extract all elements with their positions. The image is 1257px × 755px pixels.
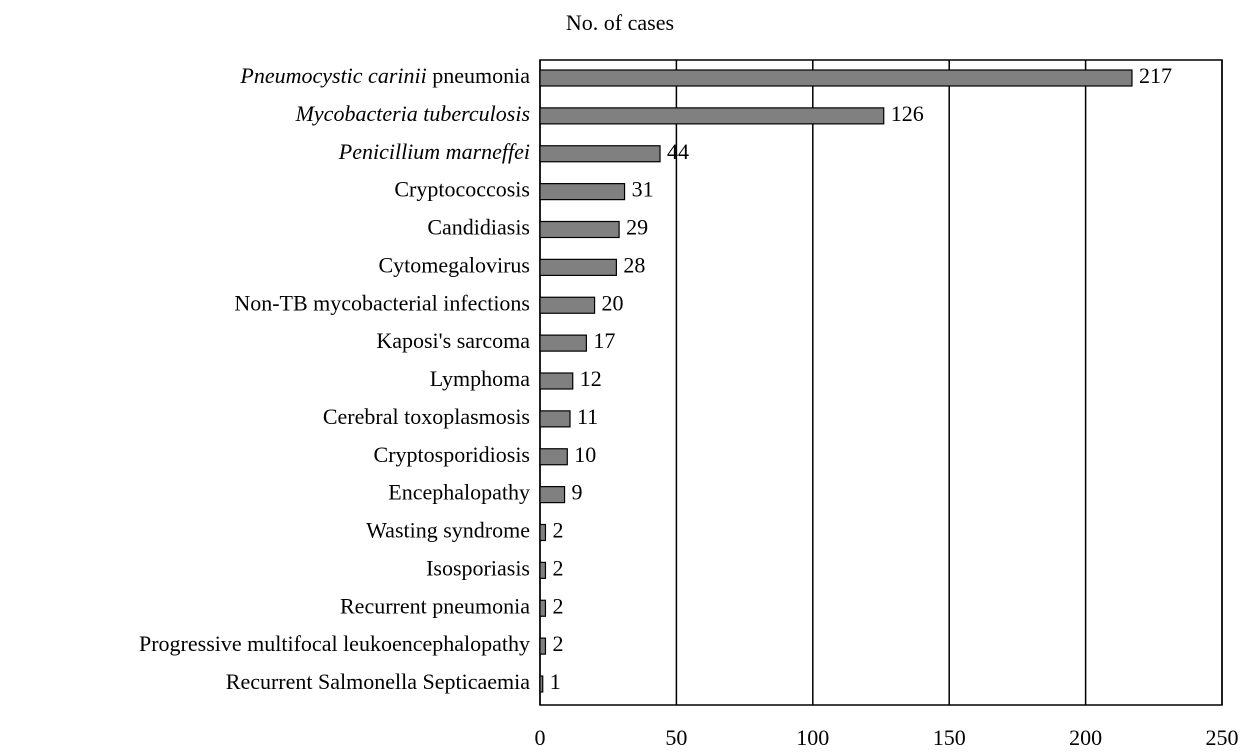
x-tick-label: 200 (1069, 725, 1102, 750)
y-tick-label: Lymphoma (430, 366, 530, 391)
y-tick-label: Cytomegalovirus (378, 252, 530, 277)
value-label: 31 (632, 177, 654, 202)
y-tick-label: Non-TB mycobacterial infections (234, 290, 530, 315)
y-tick-label: Recurrent pneumonia (340, 593, 530, 618)
value-label: 2 (552, 555, 563, 580)
y-tick-label: Progressive multifocal leukoencephalopat… (139, 631, 530, 656)
value-label: 1 (550, 669, 561, 694)
y-tick-label: Pneumocystic carinii pneumonia (239, 63, 530, 88)
bar (539, 486, 566, 504)
bar (539, 107, 885, 125)
value-label: 2 (552, 631, 563, 656)
value-label: 2 (552, 518, 563, 543)
x-tick-label: 250 (1206, 725, 1239, 750)
value-label: 9 (572, 480, 583, 505)
bar (539, 523, 547, 542)
y-tick-label: Penicillium marneffei (338, 139, 530, 164)
value-label: 217 (1139, 63, 1172, 88)
x-tick-label: 50 (665, 725, 687, 750)
bar (539, 220, 620, 239)
value-label: 20 (602, 290, 624, 315)
bar (539, 561, 547, 579)
bar (539, 410, 571, 428)
value-label: 2 (552, 593, 563, 618)
bar (539, 69, 1133, 87)
y-tick-label: Recurrent Salmonella Septicaemia (226, 669, 530, 694)
value-label: 29 (626, 215, 648, 240)
x-tick-label: 100 (796, 725, 829, 750)
value-label: 126 (891, 101, 924, 126)
y-tick-label: Cerebral toxoplasmosis (323, 404, 530, 429)
bar (539, 334, 587, 352)
x-tick-label: 150 (933, 725, 966, 750)
y-tick-label: Cryptococcosis (394, 177, 530, 202)
bar (539, 599, 547, 617)
value-label: 17 (593, 328, 615, 353)
chart-title: No. of cases (566, 10, 674, 35)
bar (539, 145, 661, 163)
bar (539, 637, 547, 655)
bar (539, 296, 596, 314)
value-label: 10 (574, 442, 596, 467)
bar (539, 372, 574, 390)
y-tick-label: Cryptosporidiosis (374, 442, 530, 467)
bar (539, 183, 626, 201)
y-tick-label: Kaposi's sarcoma (376, 328, 530, 353)
value-label: 12 (580, 366, 602, 391)
bar (539, 258, 617, 276)
value-label: 44 (667, 139, 689, 164)
value-label: 11 (577, 404, 598, 429)
bar (539, 448, 568, 466)
bar (539, 675, 544, 693)
y-tick-label: Candidiasis (427, 215, 530, 240)
value-label: 28 (623, 252, 645, 277)
y-tick-label: Mycobacteria tuberculosis (295, 101, 530, 126)
y-tick-label: Encephalopathy (388, 480, 530, 505)
x-tick-label: 0 (535, 725, 546, 750)
y-tick-label: Isosporiasis (426, 555, 530, 580)
y-tick-label: Wasting syndrome (366, 518, 530, 543)
